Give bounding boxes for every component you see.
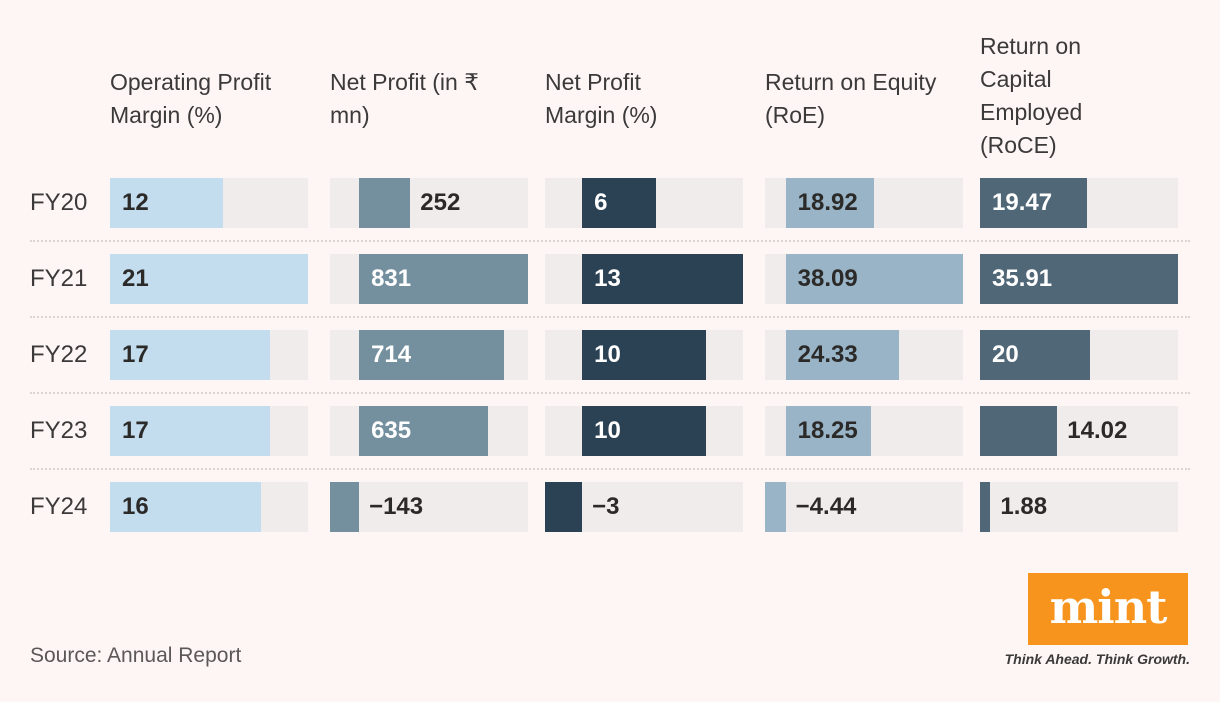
bar-value-label: 1.88 <box>1000 493 1048 520</box>
column-header: Net Profit Margin (%) <box>545 69 658 128</box>
bar-value-label: 14.02 <box>1067 417 1128 444</box>
row-label: FY22 <box>30 341 88 368</box>
bar-value-label: −4.44 <box>795 493 857 520</box>
bar-value-label: 35.91 <box>992 265 1053 292</box>
bar-track: 12 <box>110 178 308 228</box>
bar-track: 16 <box>110 482 308 532</box>
bar <box>582 406 706 456</box>
bar <box>110 254 308 304</box>
bar-value-label: 17 <box>122 341 149 368</box>
bar-value-label: 18.92 <box>797 189 858 216</box>
bar-track: 1.88 <box>980 482 1178 532</box>
row-label: FY20 <box>30 189 88 216</box>
bar-track: 714 <box>330 330 528 380</box>
bar-value-label: 21 <box>122 265 149 292</box>
column-header: Return on Equity (RoE) <box>765 69 937 128</box>
bar-track: 18.25 <box>765 406 963 456</box>
bar-value-label: 831 <box>371 265 412 292</box>
bar-track: 6 <box>545 178 743 228</box>
bar <box>785 178 874 228</box>
bar <box>980 482 991 532</box>
mint-logo-box: mint <box>1028 573 1188 645</box>
bar-value-label: 714 <box>371 341 412 368</box>
bar <box>359 178 411 228</box>
bar <box>582 330 706 380</box>
bar-track: 13 <box>545 254 743 304</box>
bar-value-label: 19.47 <box>992 189 1053 216</box>
bar-track: −143 <box>330 482 528 532</box>
bar-value-label: 12 <box>122 189 149 216</box>
bar <box>359 254 528 304</box>
bar-track: 35.91 <box>980 254 1178 304</box>
bar-value-label: 18.25 <box>797 417 858 444</box>
bar <box>980 254 1178 304</box>
bar-track: 24.33 <box>765 330 963 380</box>
bar-value-label: 6 <box>594 189 608 216</box>
mint-tagline: Think Ahead. Think Growth. <box>1004 651 1190 667</box>
source-note: Source: Annual Report <box>30 644 242 667</box>
bar <box>980 406 1058 456</box>
bar <box>785 330 899 380</box>
bar-value-label: −3 <box>592 493 620 520</box>
bar <box>785 254 963 304</box>
bar-value-label: −143 <box>369 493 424 520</box>
bar-value-label: 252 <box>420 189 461 216</box>
bar-track: 14.02 <box>980 406 1178 456</box>
bar <box>582 254 743 304</box>
bar-track: −3 <box>545 482 743 532</box>
bar <box>110 482 261 532</box>
bar <box>980 178 1088 228</box>
bar-track: 17 <box>110 406 308 456</box>
bar-value-label: 13 <box>594 265 621 292</box>
bar-value-label: 16 <box>122 493 149 520</box>
row-separator <box>30 392 1190 394</box>
bar-value-label: 24.33 <box>797 341 858 368</box>
row-label: FY23 <box>30 417 88 444</box>
bar-track: 635 <box>330 406 528 456</box>
bar-track: 17 <box>110 330 308 380</box>
bar-track: 20 <box>980 330 1178 380</box>
bar-value-label: 17 <box>122 417 149 444</box>
bar <box>582 178 657 228</box>
bar-track: 831 <box>330 254 528 304</box>
bar-value-label: 10 <box>594 341 621 368</box>
bar-track: 38.09 <box>765 254 963 304</box>
row-label: FY24 <box>30 493 88 520</box>
bar <box>545 482 583 532</box>
bar-track: 19.47 <box>980 178 1178 228</box>
bar-value-label: 10 <box>594 417 621 444</box>
row-separator <box>30 468 1190 470</box>
bar-track: 18.92 <box>765 178 963 228</box>
bar <box>359 406 489 456</box>
bar-value-label: 38.09 <box>797 265 858 292</box>
bar-value-label: 635 <box>371 417 412 444</box>
row-separator <box>30 240 1190 242</box>
bar <box>110 330 271 380</box>
row-separator <box>30 316 1190 318</box>
bar-track: 10 <box>545 406 743 456</box>
bar-track: 10 <box>545 330 743 380</box>
bar <box>765 482 786 532</box>
bar-track: 252 <box>330 178 528 228</box>
column-header: Return on Capital Employed (RoCE) <box>980 33 1083 158</box>
bar <box>359 330 505 380</box>
bar <box>785 406 871 456</box>
bar-track: −4.44 <box>765 482 963 532</box>
column-header: Operating Profit Margin (%) <box>110 69 272 128</box>
bar-track: 21 <box>110 254 308 304</box>
bar <box>110 178 224 228</box>
bar-value-label: 20 <box>992 341 1019 368</box>
row-label: FY21 <box>30 265 88 292</box>
bar <box>330 482 360 532</box>
column-header: Net Profit (in ₹ mn) <box>330 69 479 128</box>
bar <box>980 330 1091 380</box>
mint-logo-text: mint <box>1049 580 1168 634</box>
bar <box>110 406 271 456</box>
